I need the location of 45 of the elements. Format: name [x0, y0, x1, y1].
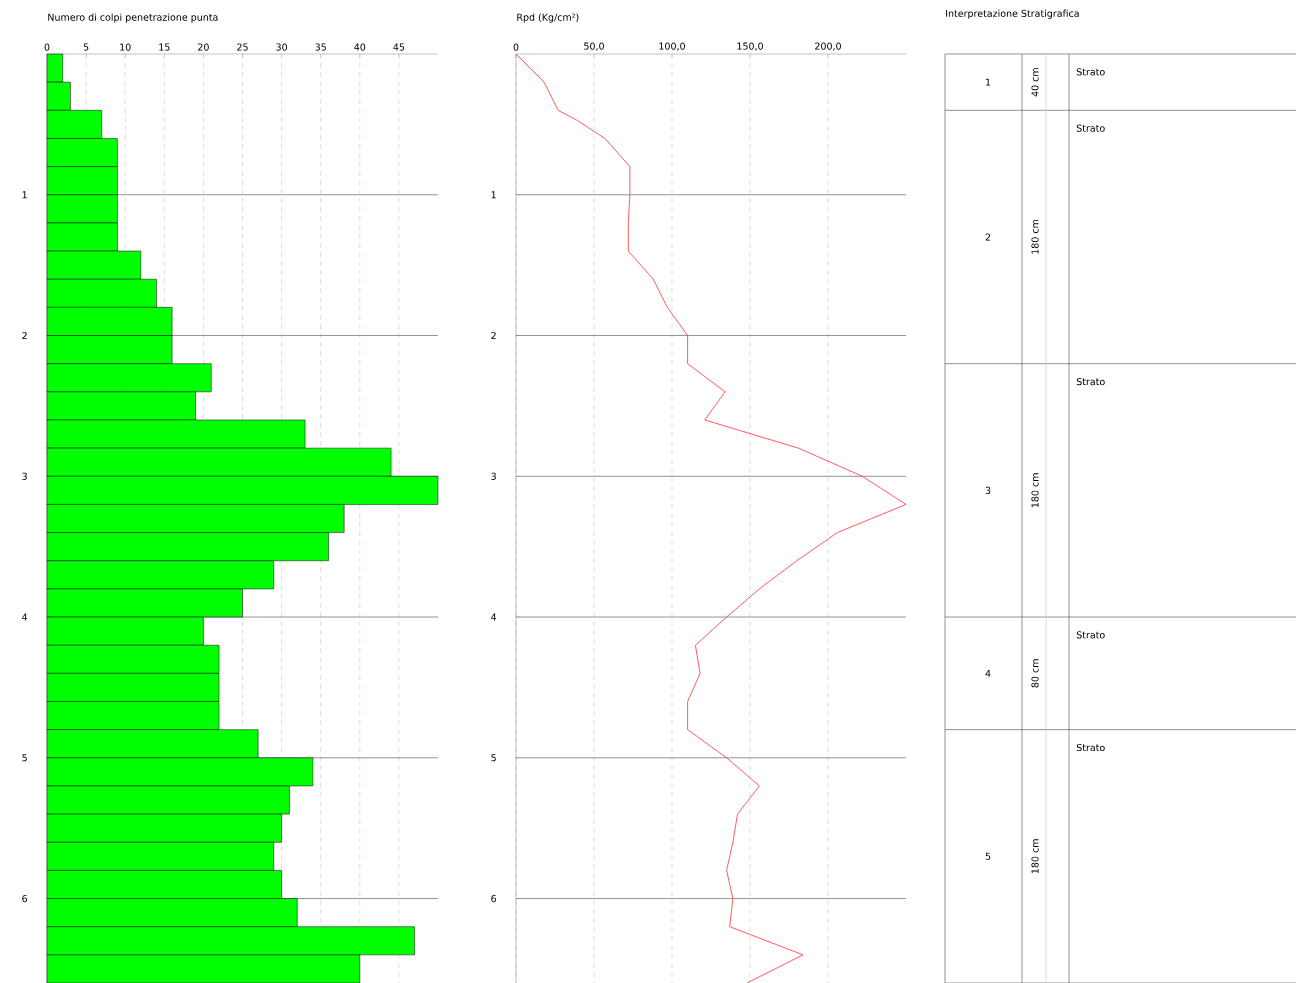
y-tick-label: 6	[491, 894, 497, 903]
x-tick-label: 10	[120, 43, 131, 51]
category-label: 3	[985, 486, 991, 494]
y-tick-label: 4	[491, 613, 497, 621]
y-tick-label: 3	[22, 472, 27, 480]
x-tick-label: 150,0	[737, 42, 763, 51]
x-tick-label: 15	[159, 43, 170, 51]
x-axis-title: Numero di colpi penetrazione punta	[48, 13, 218, 23]
x-tick-label: 25	[237, 43, 248, 51]
x-tick-label: 200,0	[815, 42, 841, 51]
data-label: 180 cm	[1031, 839, 1039, 874]
x-tick-label: 0	[513, 43, 519, 51]
category-label: 4	[985, 669, 991, 677]
x-tick-label: 35	[315, 43, 326, 51]
x-axis-title: Rpd (Kg/cm²)	[517, 13, 579, 23]
x-tick-label: 50,0	[584, 42, 604, 51]
category-label: 2	[985, 233, 991, 241]
x-tick-label: 45	[393, 43, 405, 51]
data-label: 80 cm	[1031, 659, 1039, 688]
x-tick-label: 0	[44, 43, 50, 51]
data-label: 180 cm	[1031, 473, 1039, 508]
x-tick-label: 30	[276, 43, 288, 51]
y-tick-label: 5	[22, 754, 27, 762]
text: Strato	[1076, 124, 1105, 132]
y-tick-label: 4	[22, 613, 28, 621]
text: Strato	[1076, 631, 1105, 639]
y-tick-label: 1	[491, 191, 496, 199]
text: Strato	[1076, 377, 1105, 386]
category-label: 5	[985, 852, 991, 860]
x-tick-label: 20	[198, 43, 209, 51]
category-label: 1	[986, 78, 991, 86]
y-tick-label: 6	[22, 894, 28, 903]
x-tick-label: 5	[83, 43, 89, 51]
data-label: 180 cm	[1031, 219, 1039, 254]
x-tick-label: 100,0	[659, 42, 685, 51]
y-tick-label: 2	[491, 332, 496, 340]
x-tick-label: 40	[354, 43, 366, 51]
y-tick-label: 3	[491, 472, 496, 480]
text: Strato	[1076, 743, 1105, 752]
text: Interpretazione Stratigrafica	[946, 9, 1079, 19]
y-tick-label: 5	[491, 754, 496, 762]
text: Strato	[1076, 68, 1105, 76]
y-tick-label: 1	[22, 191, 27, 199]
y-tick-label: 2	[22, 332, 27, 340]
data-label: 40 cm	[1031, 68, 1039, 97]
